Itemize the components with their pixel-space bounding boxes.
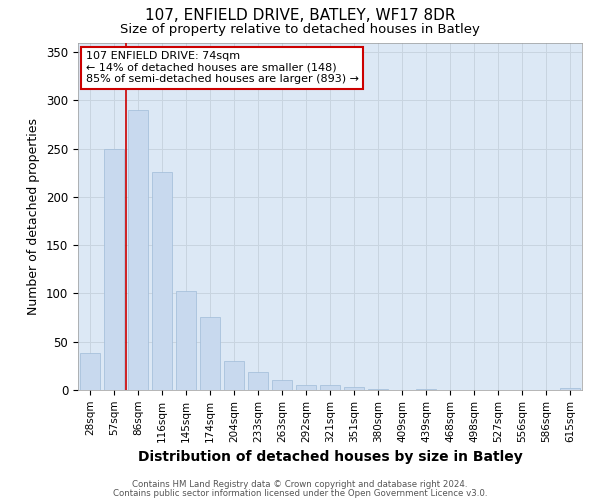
Y-axis label: Number of detached properties: Number of detached properties [28, 118, 40, 315]
Bar [272, 380, 292, 390]
Bar [320, 385, 340, 390]
Text: Contains public sector information licensed under the Open Government Licence v3: Contains public sector information licen… [113, 488, 487, 498]
Bar [416, 389, 436, 390]
Bar [248, 372, 268, 390]
Bar [200, 316, 220, 390]
Bar [368, 389, 388, 390]
Bar [128, 110, 148, 390]
Bar [152, 172, 172, 390]
Bar [80, 354, 100, 390]
X-axis label: Distribution of detached houses by size in Batley: Distribution of detached houses by size … [137, 450, 523, 464]
Bar [104, 148, 124, 390]
Bar [560, 388, 580, 390]
Text: 107, ENFIELD DRIVE, BATLEY, WF17 8DR: 107, ENFIELD DRIVE, BATLEY, WF17 8DR [145, 8, 455, 22]
Bar [224, 361, 244, 390]
Bar [296, 385, 316, 390]
Bar [176, 290, 196, 390]
Bar [344, 387, 364, 390]
Text: Contains HM Land Registry data © Crown copyright and database right 2024.: Contains HM Land Registry data © Crown c… [132, 480, 468, 489]
Text: 107 ENFIELD DRIVE: 74sqm
← 14% of detached houses are smaller (148)
85% of semi-: 107 ENFIELD DRIVE: 74sqm ← 14% of detach… [86, 51, 359, 84]
Text: Size of property relative to detached houses in Batley: Size of property relative to detached ho… [120, 22, 480, 36]
